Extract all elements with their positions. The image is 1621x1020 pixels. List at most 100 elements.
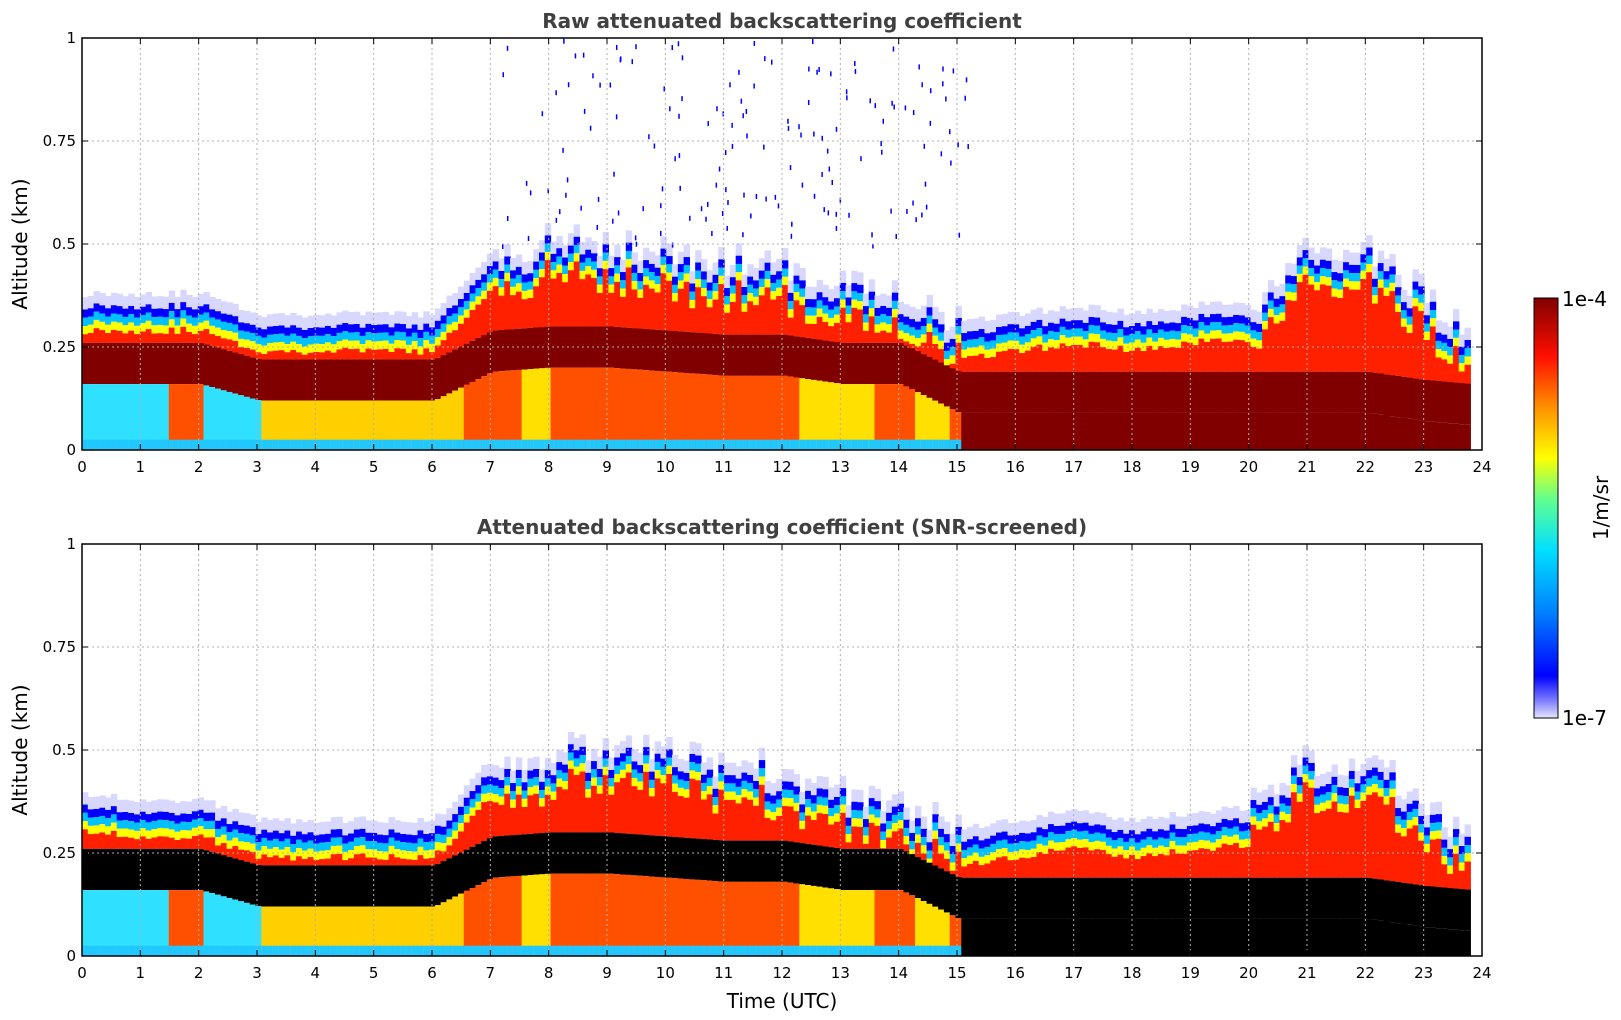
heatmap-cell — [110, 329, 118, 343]
heatmap-cell — [995, 832, 1003, 841]
heatmap-cell — [197, 826, 205, 835]
heatmap-cell — [498, 780, 505, 789]
heatmap-cell — [405, 328, 413, 337]
heatmap-column — [1001, 819, 1009, 956]
heatmap-column — [1348, 758, 1356, 956]
heatmap-cell — [1053, 918, 1061, 956]
heatmap-cell — [625, 945, 633, 956]
heatmap-cell — [677, 288, 685, 332]
heatmap-column — [909, 306, 916, 450]
heatmap-cell — [712, 839, 719, 882]
heatmap-cell — [718, 781, 725, 790]
heatmap-cell — [1424, 323, 1431, 332]
heatmap-cell — [978, 848, 986, 857]
heatmap-cell — [139, 811, 147, 820]
heatmap-cell — [498, 804, 505, 836]
heatmap-cell — [1042, 829, 1049, 838]
heatmap-cell — [405, 834, 413, 843]
heatmap-cell — [874, 825, 881, 849]
heatmap-column — [1221, 304, 1228, 450]
heatmap-cell — [619, 761, 627, 770]
noise-speck — [502, 244, 504, 249]
heatmap-cell — [637, 260, 644, 274]
heatmap-cell — [1111, 877, 1119, 919]
heatmap-cell — [567, 253, 575, 263]
heatmap-cell — [1447, 423, 1454, 450]
heatmap-cell — [544, 251, 552, 261]
heatmap-cell — [278, 833, 286, 842]
noise-speck — [583, 108, 586, 114]
heatmap-cell — [735, 803, 743, 841]
heatmap-column — [1441, 322, 1448, 450]
heatmap-cell — [591, 367, 598, 450]
heatmap-cell — [562, 326, 569, 368]
heatmap-cell — [834, 889, 841, 956]
heatmap-cell — [1233, 918, 1240, 956]
noise-speck — [895, 233, 898, 239]
noise-speck — [527, 236, 530, 242]
heatmap-column — [1371, 755, 1379, 956]
heatmap-cell — [972, 844, 980, 853]
heatmap-cell — [776, 945, 783, 956]
heatmap-cell — [891, 848, 899, 891]
heatmap-cell — [440, 826, 448, 835]
heatmap-cell — [1325, 412, 1333, 450]
heatmap-cell — [1134, 322, 1142, 332]
heatmap-cell — [1175, 310, 1182, 324]
heatmap-cell — [1157, 337, 1165, 347]
heatmap-cell — [452, 830, 459, 839]
noise-speck — [964, 95, 966, 101]
heatmap-cell — [1030, 346, 1038, 372]
heatmap-cell — [943, 871, 951, 913]
noise-speck — [764, 56, 766, 62]
heatmap-cell — [718, 773, 725, 782]
heatmap-cell — [348, 349, 355, 360]
heatmap-cell — [776, 881, 783, 956]
heatmap-column — [897, 301, 905, 450]
heatmap-cell — [799, 280, 806, 289]
heatmap-cell — [1412, 808, 1419, 818]
heatmap-cell — [683, 789, 690, 798]
heatmap-cell — [1429, 814, 1437, 824]
heatmap-column — [1377, 250, 1385, 450]
noise-speck — [634, 235, 637, 241]
heatmap-cell — [567, 768, 575, 833]
heatmap-cell — [469, 340, 476, 382]
heatmap-cell — [625, 230, 633, 243]
heatmap-cell — [562, 439, 569, 450]
heatmap-cell — [1030, 412, 1038, 450]
heatmap-cell — [585, 789, 592, 798]
heatmap-cell — [828, 439, 835, 450]
heatmap-column — [874, 295, 881, 450]
heatmap-cell — [1285, 300, 1292, 372]
heatmap-cell — [932, 343, 939, 360]
heatmap-column — [799, 268, 806, 450]
heatmap-cell — [82, 439, 89, 450]
heatmap-cell — [1331, 272, 1338, 281]
heatmap-cell — [215, 894, 222, 956]
heatmap-cell — [197, 797, 205, 810]
heatmap-cell — [290, 906, 297, 956]
heatmap-column — [336, 312, 343, 450]
heatmap-cell — [243, 861, 251, 903]
heatmap-cell — [915, 898, 922, 956]
heatmap-cell — [1377, 879, 1385, 921]
heatmap-cell — [1186, 412, 1194, 450]
heatmap-cell — [521, 262, 529, 275]
heatmap-cell — [492, 785, 500, 795]
y-axis: 00.250.50.751 — [43, 29, 1482, 459]
heatmap-cell — [654, 439, 662, 450]
heatmap-column — [296, 315, 303, 450]
heatmap-cell — [1210, 322, 1217, 331]
heatmap-cell — [353, 439, 361, 450]
heatmap-column — [1019, 315, 1026, 450]
heatmap-column — [666, 736, 673, 956]
heatmap-cell — [1019, 849, 1026, 858]
heatmap-cell — [1152, 371, 1159, 413]
heatmap-cell — [151, 812, 158, 821]
heatmap-cell — [897, 342, 905, 385]
heatmap-cell — [128, 330, 135, 343]
heatmap-cell — [99, 330, 106, 343]
heatmap-cell — [608, 832, 615, 874]
heatmap-cell — [521, 834, 529, 876]
